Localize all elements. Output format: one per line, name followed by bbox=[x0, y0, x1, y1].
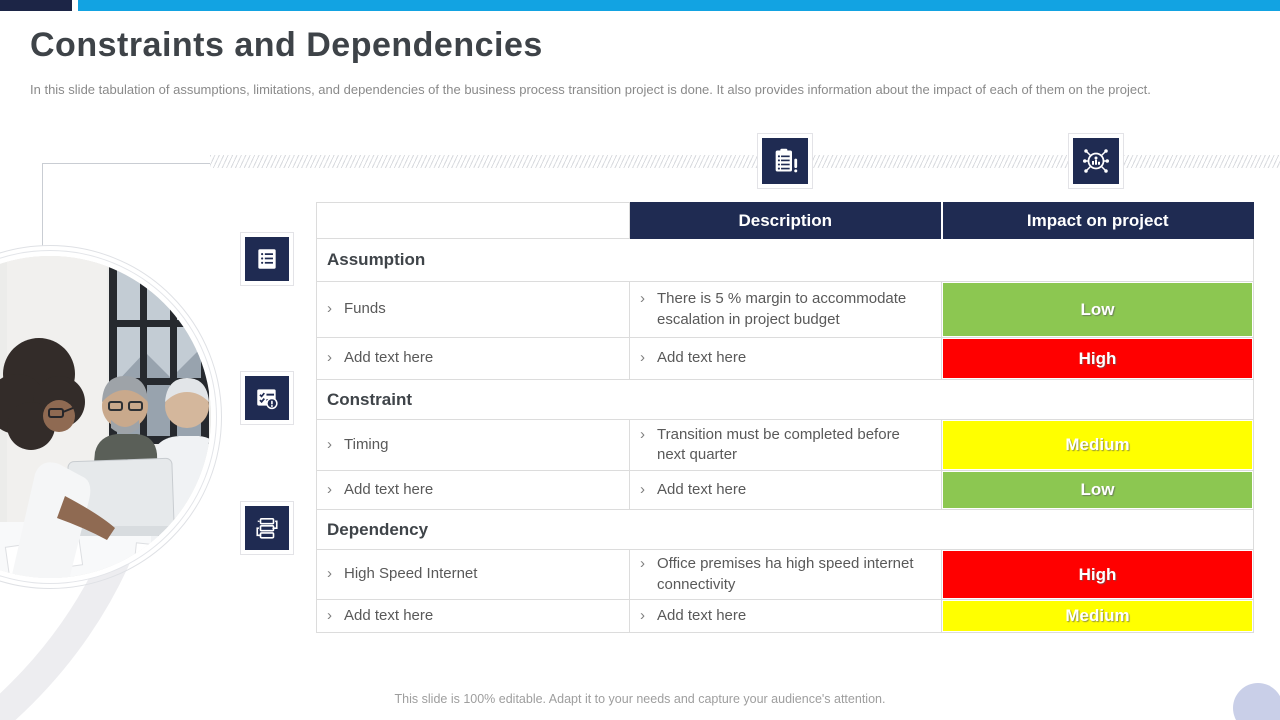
section-label-constraint: Constraint bbox=[316, 379, 1254, 420]
page-subtitle: In this slide tabulation of assumptions,… bbox=[30, 82, 1151, 97]
top-bar-navy bbox=[0, 0, 72, 11]
table-row: › High Speed Internet › Office premises ha… bbox=[316, 549, 1254, 600]
impact-badge: Medium bbox=[943, 421, 1252, 469]
bullet-chevron: › bbox=[640, 606, 645, 624]
table-row: › Add text here › Add text here Medium bbox=[316, 599, 1254, 633]
item-label: Add text here bbox=[344, 606, 434, 624]
bullet-chevron: › bbox=[640, 290, 645, 308]
header-description: Description bbox=[629, 202, 942, 239]
header-empty-cell bbox=[316, 202, 630, 239]
bullet-chevron: › bbox=[327, 480, 332, 498]
item-description: Add text here bbox=[657, 606, 747, 624]
bullet-chevron: › bbox=[640, 425, 645, 443]
table-row: › Funds › There is 5 % margin to accommoda… bbox=[316, 281, 1254, 338]
item-description: Transition must be completed before next… bbox=[657, 425, 900, 463]
corner-circle-decor bbox=[1233, 683, 1280, 720]
item-label: Add text here bbox=[344, 480, 434, 498]
item-label: Timing bbox=[344, 435, 389, 453]
process-flow-icon bbox=[245, 506, 289, 550]
impact-badge: Low bbox=[943, 472, 1252, 508]
bullet-chevron: › bbox=[640, 555, 645, 573]
top-bar-cyan bbox=[78, 0, 1280, 11]
table-row: › Add text here › Add text here Low bbox=[316, 470, 1254, 510]
constraints-dependencies-table: Description Impact on project Assumption… bbox=[316, 202, 1254, 633]
bullet-chevron: › bbox=[327, 606, 332, 624]
connector-line-vertical bbox=[42, 163, 43, 246]
table-row: › Add text here › Add text here High bbox=[316, 337, 1254, 380]
section-label-dependency: Dependency bbox=[316, 509, 1254, 550]
impact-badge: Medium bbox=[943, 601, 1252, 631]
impact-column-icon bbox=[1068, 133, 1124, 189]
constraint-row-icon bbox=[240, 371, 294, 425]
section-label-assumption: Assumption bbox=[316, 238, 1254, 282]
bullet-chevron: › bbox=[327, 349, 332, 367]
bullet-chevron: › bbox=[640, 480, 645, 498]
impact-badge: High bbox=[943, 339, 1252, 378]
item-label: Funds bbox=[344, 300, 386, 318]
stakeholder-network-icon bbox=[1073, 138, 1119, 184]
bullet-chevron: › bbox=[327, 300, 332, 318]
bullet-chevron: › bbox=[327, 435, 332, 453]
impact-badge: High bbox=[943, 551, 1252, 598]
item-description: Add text here bbox=[657, 480, 747, 498]
bullet-chevron: › bbox=[327, 565, 332, 583]
bullet-list-icon bbox=[245, 237, 289, 281]
assumption-row-icon bbox=[240, 232, 294, 286]
header-impact-on-project: Impact on project bbox=[940, 202, 1254, 239]
hatched-ribbon bbox=[210, 155, 1280, 168]
item-description: Office premises ha high speed internet c… bbox=[657, 555, 914, 593]
clipboard-list-icon bbox=[762, 138, 808, 184]
page-title: Constraints and Dependencies bbox=[30, 26, 543, 64]
table-row: › Timing › Transition must be completed be… bbox=[316, 419, 1254, 471]
bullet-chevron: › bbox=[640, 349, 645, 367]
item-label: High Speed Internet bbox=[344, 565, 478, 583]
item-description: Add text here bbox=[657, 349, 747, 367]
impact-badge: Low bbox=[943, 283, 1252, 336]
footer-note: This slide is 100% editable. Adapt it to… bbox=[394, 692, 886, 706]
dependency-row-icon bbox=[240, 501, 294, 555]
checklist-alert-icon bbox=[245, 376, 289, 420]
item-description: There is 5 % margin to accommodate escal… bbox=[657, 290, 907, 328]
item-label: Add text here bbox=[344, 349, 434, 367]
description-column-icon bbox=[757, 133, 813, 189]
connector-line-horizontal bbox=[42, 163, 210, 164]
